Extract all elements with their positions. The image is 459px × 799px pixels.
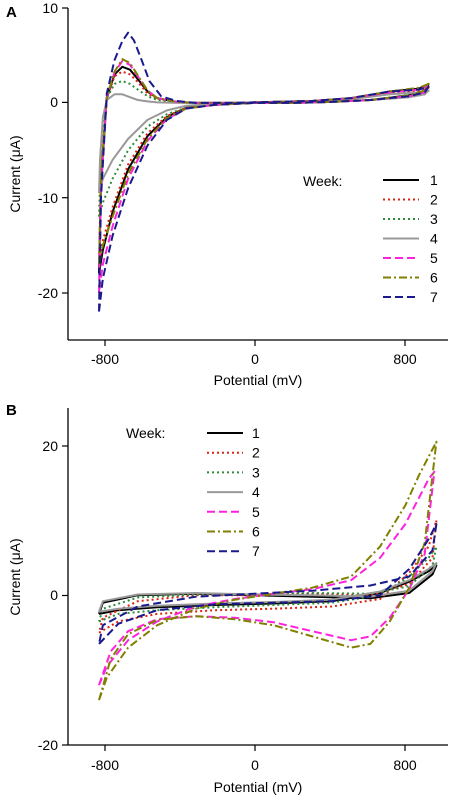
panel-b-legend-label: 1 [252, 425, 260, 441]
panel-a-legend-label: 2 [430, 192, 438, 208]
panel-b-series-week-6 [98, 440, 438, 701]
panel-b-series-week-3 [98, 545, 438, 623]
panel-b-ytick-label: 20 [42, 438, 58, 454]
panel-a-xtick-label: 0 [251, 351, 259, 367]
panel-a-legend-title: Week: [303, 173, 342, 189]
panel-b-ytick-label: 0 [50, 587, 58, 603]
panel-b-legend: 1 2 3 4 5 6 7 [207, 425, 260, 559]
panel-a-ytick-label: -10 [38, 190, 58, 206]
panel-b-xtick-label: -800 [91, 757, 119, 773]
panel-b-legend-label: 4 [252, 484, 260, 500]
panel-a-letter: A [6, 4, 17, 21]
panel-b-legend-label: 3 [252, 464, 260, 480]
panel-b-y-axis-title: Current (μA) [7, 538, 23, 615]
panel-b-xtick-label: 0 [251, 757, 259, 773]
panel-b-legend-label: 2 [252, 445, 260, 461]
panel-a-legend-label: 4 [430, 231, 438, 247]
panel-b-ytick-label: -20 [38, 737, 58, 753]
panel-b-legend-title: Week: [126, 425, 165, 441]
panel-b-legend-label: 7 [252, 543, 260, 559]
panel-a-series-week-6 [98, 58, 430, 265]
panel-a-xtick-label: -800 [91, 351, 119, 367]
panel-a-series-week-2 [98, 70, 430, 265]
panel-a-x-axis-title: Potential (mV) [214, 372, 303, 388]
panel-a-legend-label: 3 [430, 211, 438, 227]
panel-a-series-week-7 [98, 31, 430, 312]
panel-b-x-axis-title: Potential (mV) [214, 779, 303, 795]
panel-a-xtick-label: 800 [393, 351, 417, 367]
panel-b-series-group [98, 440, 438, 701]
panel-a-legend-label: 5 [430, 250, 438, 266]
panel-b-letter: B [6, 402, 17, 419]
panel-a-ytick-label: -20 [38, 285, 58, 301]
panel-a-legend: 1 2 3 4 5 6 7 [383, 172, 438, 305]
panel-a-ytick-label: 10 [42, 0, 58, 16]
panel-b: B 20 0 -20 -800 0 800 Potential (mV) Cur… [6, 402, 448, 795]
panel-b-series-week-7 [98, 523, 438, 645]
panel-a: A 10 0 -10 -20 -800 0 800 Potential (mV)… [6, 0, 448, 388]
panel-b-series-week-2 [98, 519, 438, 634]
panel-a-legend-label: 7 [430, 289, 438, 305]
panel-a-legend-label: 6 [430, 270, 438, 286]
panel-b-xtick-label: 800 [393, 757, 417, 773]
panel-a-y-axis-title: Current (μA) [7, 135, 23, 212]
panel-a-legend-label: 1 [430, 172, 438, 188]
panel-b-series-week-5 [98, 470, 436, 686]
panel-a-ytick-label: 0 [50, 94, 58, 110]
panel-a-series-week-1 [98, 65, 430, 274]
panel-a-series-week-4 [98, 89, 430, 194]
panel-b-legend-label: 6 [252, 524, 260, 540]
panel-b-legend-label: 5 [252, 504, 260, 520]
panel-a-series-group [98, 31, 430, 312]
